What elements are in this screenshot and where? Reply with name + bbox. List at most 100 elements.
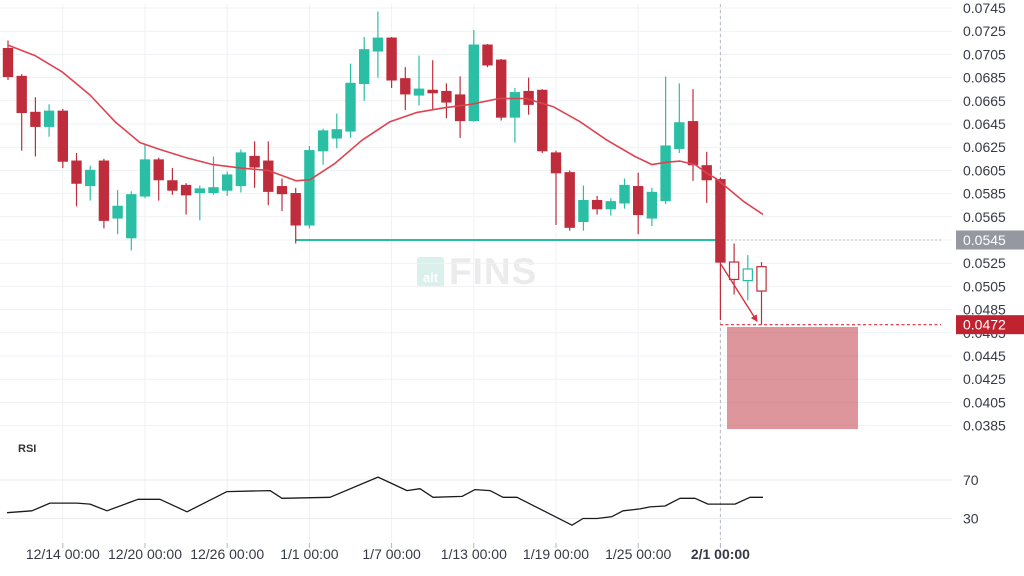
time-axis-label: 1/1 00:00 xyxy=(280,546,339,562)
candle-body xyxy=(331,129,343,139)
candle-body xyxy=(482,44,493,66)
candle-body xyxy=(509,92,521,118)
candle xyxy=(386,37,397,89)
altfins-logo-text: FINS xyxy=(449,251,538,292)
candle-body xyxy=(728,261,740,281)
candle xyxy=(194,185,205,221)
candle xyxy=(537,89,548,153)
price-axis-label: 0.0605 xyxy=(963,162,1006,178)
time-axis-label: 12/26 00:00 xyxy=(190,546,264,562)
candle-body xyxy=(454,94,466,122)
price-axis-label: 0.0385 xyxy=(963,418,1006,434)
time-axis-label: 12/14 00:00 xyxy=(26,546,100,562)
candle xyxy=(263,141,274,206)
candle-body xyxy=(71,160,82,184)
candle-body xyxy=(537,89,548,152)
candle xyxy=(715,177,726,321)
candle-body xyxy=(16,75,27,114)
candle xyxy=(359,37,370,101)
candle xyxy=(509,88,521,143)
candle-body xyxy=(112,205,123,219)
candle xyxy=(98,158,110,229)
candle xyxy=(496,59,507,121)
candle-body xyxy=(386,37,397,81)
price-axis-label: 0.0665 xyxy=(963,93,1006,109)
candle xyxy=(482,43,493,68)
last-price-axis-label[interactable]: 0.0545 xyxy=(956,230,1024,250)
candle xyxy=(180,183,192,215)
candle-body xyxy=(632,186,644,216)
last-price-axis-label-bg xyxy=(956,230,1024,250)
price-axis-label: 0.0725 xyxy=(963,23,1006,39)
candle xyxy=(304,146,315,229)
projection-zone[interactable] xyxy=(727,327,858,430)
candle xyxy=(550,150,562,225)
price-axis-label: 0.0745 xyxy=(963,0,1006,16)
candle-body xyxy=(263,160,274,192)
time-axis-label: 2/1 00:00 xyxy=(691,546,750,562)
candle-body xyxy=(235,152,247,187)
candle-body xyxy=(674,122,685,149)
candle xyxy=(16,74,27,151)
candle xyxy=(2,40,14,80)
rsi-axis-label: 70 xyxy=(963,472,979,488)
candle-body xyxy=(30,111,41,127)
candle-body xyxy=(591,199,603,210)
candle xyxy=(454,76,466,138)
candle-body xyxy=(550,152,562,174)
price-axis-label: 0.0685 xyxy=(963,70,1006,86)
time-axis-label: 1/25 00:00 xyxy=(605,546,671,562)
candle-body xyxy=(578,199,589,223)
candle xyxy=(331,113,343,149)
candle xyxy=(112,190,123,235)
candle-body xyxy=(222,174,233,191)
price-axis-label: 0.0645 xyxy=(963,116,1006,132)
price-axis-label: 0.0565 xyxy=(963,209,1006,225)
candle-body xyxy=(427,89,438,94)
candle xyxy=(276,178,288,211)
candle xyxy=(523,77,534,115)
candle-body xyxy=(43,110,55,127)
projected-candle xyxy=(742,255,754,301)
candle-body xyxy=(605,201,617,210)
rsi-axis-label: 30 xyxy=(963,511,979,527)
candle-body xyxy=(441,90,452,103)
candle xyxy=(153,157,164,201)
candle-body xyxy=(304,150,315,226)
breakdown-arrow[interactable] xyxy=(720,263,758,323)
price-axis-label: 0.0405 xyxy=(963,394,1006,410)
candle-body xyxy=(660,145,671,202)
candle-body xyxy=(413,88,425,96)
price-axis-label: 0.0445 xyxy=(963,348,1006,364)
candle-body xyxy=(2,47,14,78)
time-axis-label: 1/7 00:00 xyxy=(362,546,421,562)
time-axis-label: 1/19 00:00 xyxy=(523,546,589,562)
candle xyxy=(57,108,69,169)
candle xyxy=(345,63,356,138)
candle-body xyxy=(619,184,630,204)
candle-body xyxy=(98,160,110,221)
price-axis-label: 0.0705 xyxy=(963,46,1006,62)
candle-body xyxy=(742,268,754,282)
time-axis-label: 1/13 00:00 xyxy=(441,546,507,562)
candle-body xyxy=(180,184,192,196)
candle xyxy=(619,178,630,209)
candle xyxy=(632,172,644,235)
candle-body xyxy=(687,121,699,166)
candle xyxy=(564,170,575,231)
candle xyxy=(139,144,151,199)
candle-body xyxy=(400,78,411,95)
candle xyxy=(591,195,603,215)
candle-body xyxy=(194,188,205,194)
candle-body xyxy=(317,130,329,152)
candle xyxy=(578,185,589,231)
price-axis-label: 0.0425 xyxy=(963,371,1006,387)
price-axis-label: 0.0505 xyxy=(963,278,1006,294)
candle-body xyxy=(84,169,96,187)
target-price-axis-label[interactable]: 0.0472 xyxy=(956,315,1024,335)
ma-line xyxy=(7,44,764,216)
candle xyxy=(222,171,233,196)
candle xyxy=(660,76,671,205)
price-axis-label: 0.0625 xyxy=(963,139,1006,155)
